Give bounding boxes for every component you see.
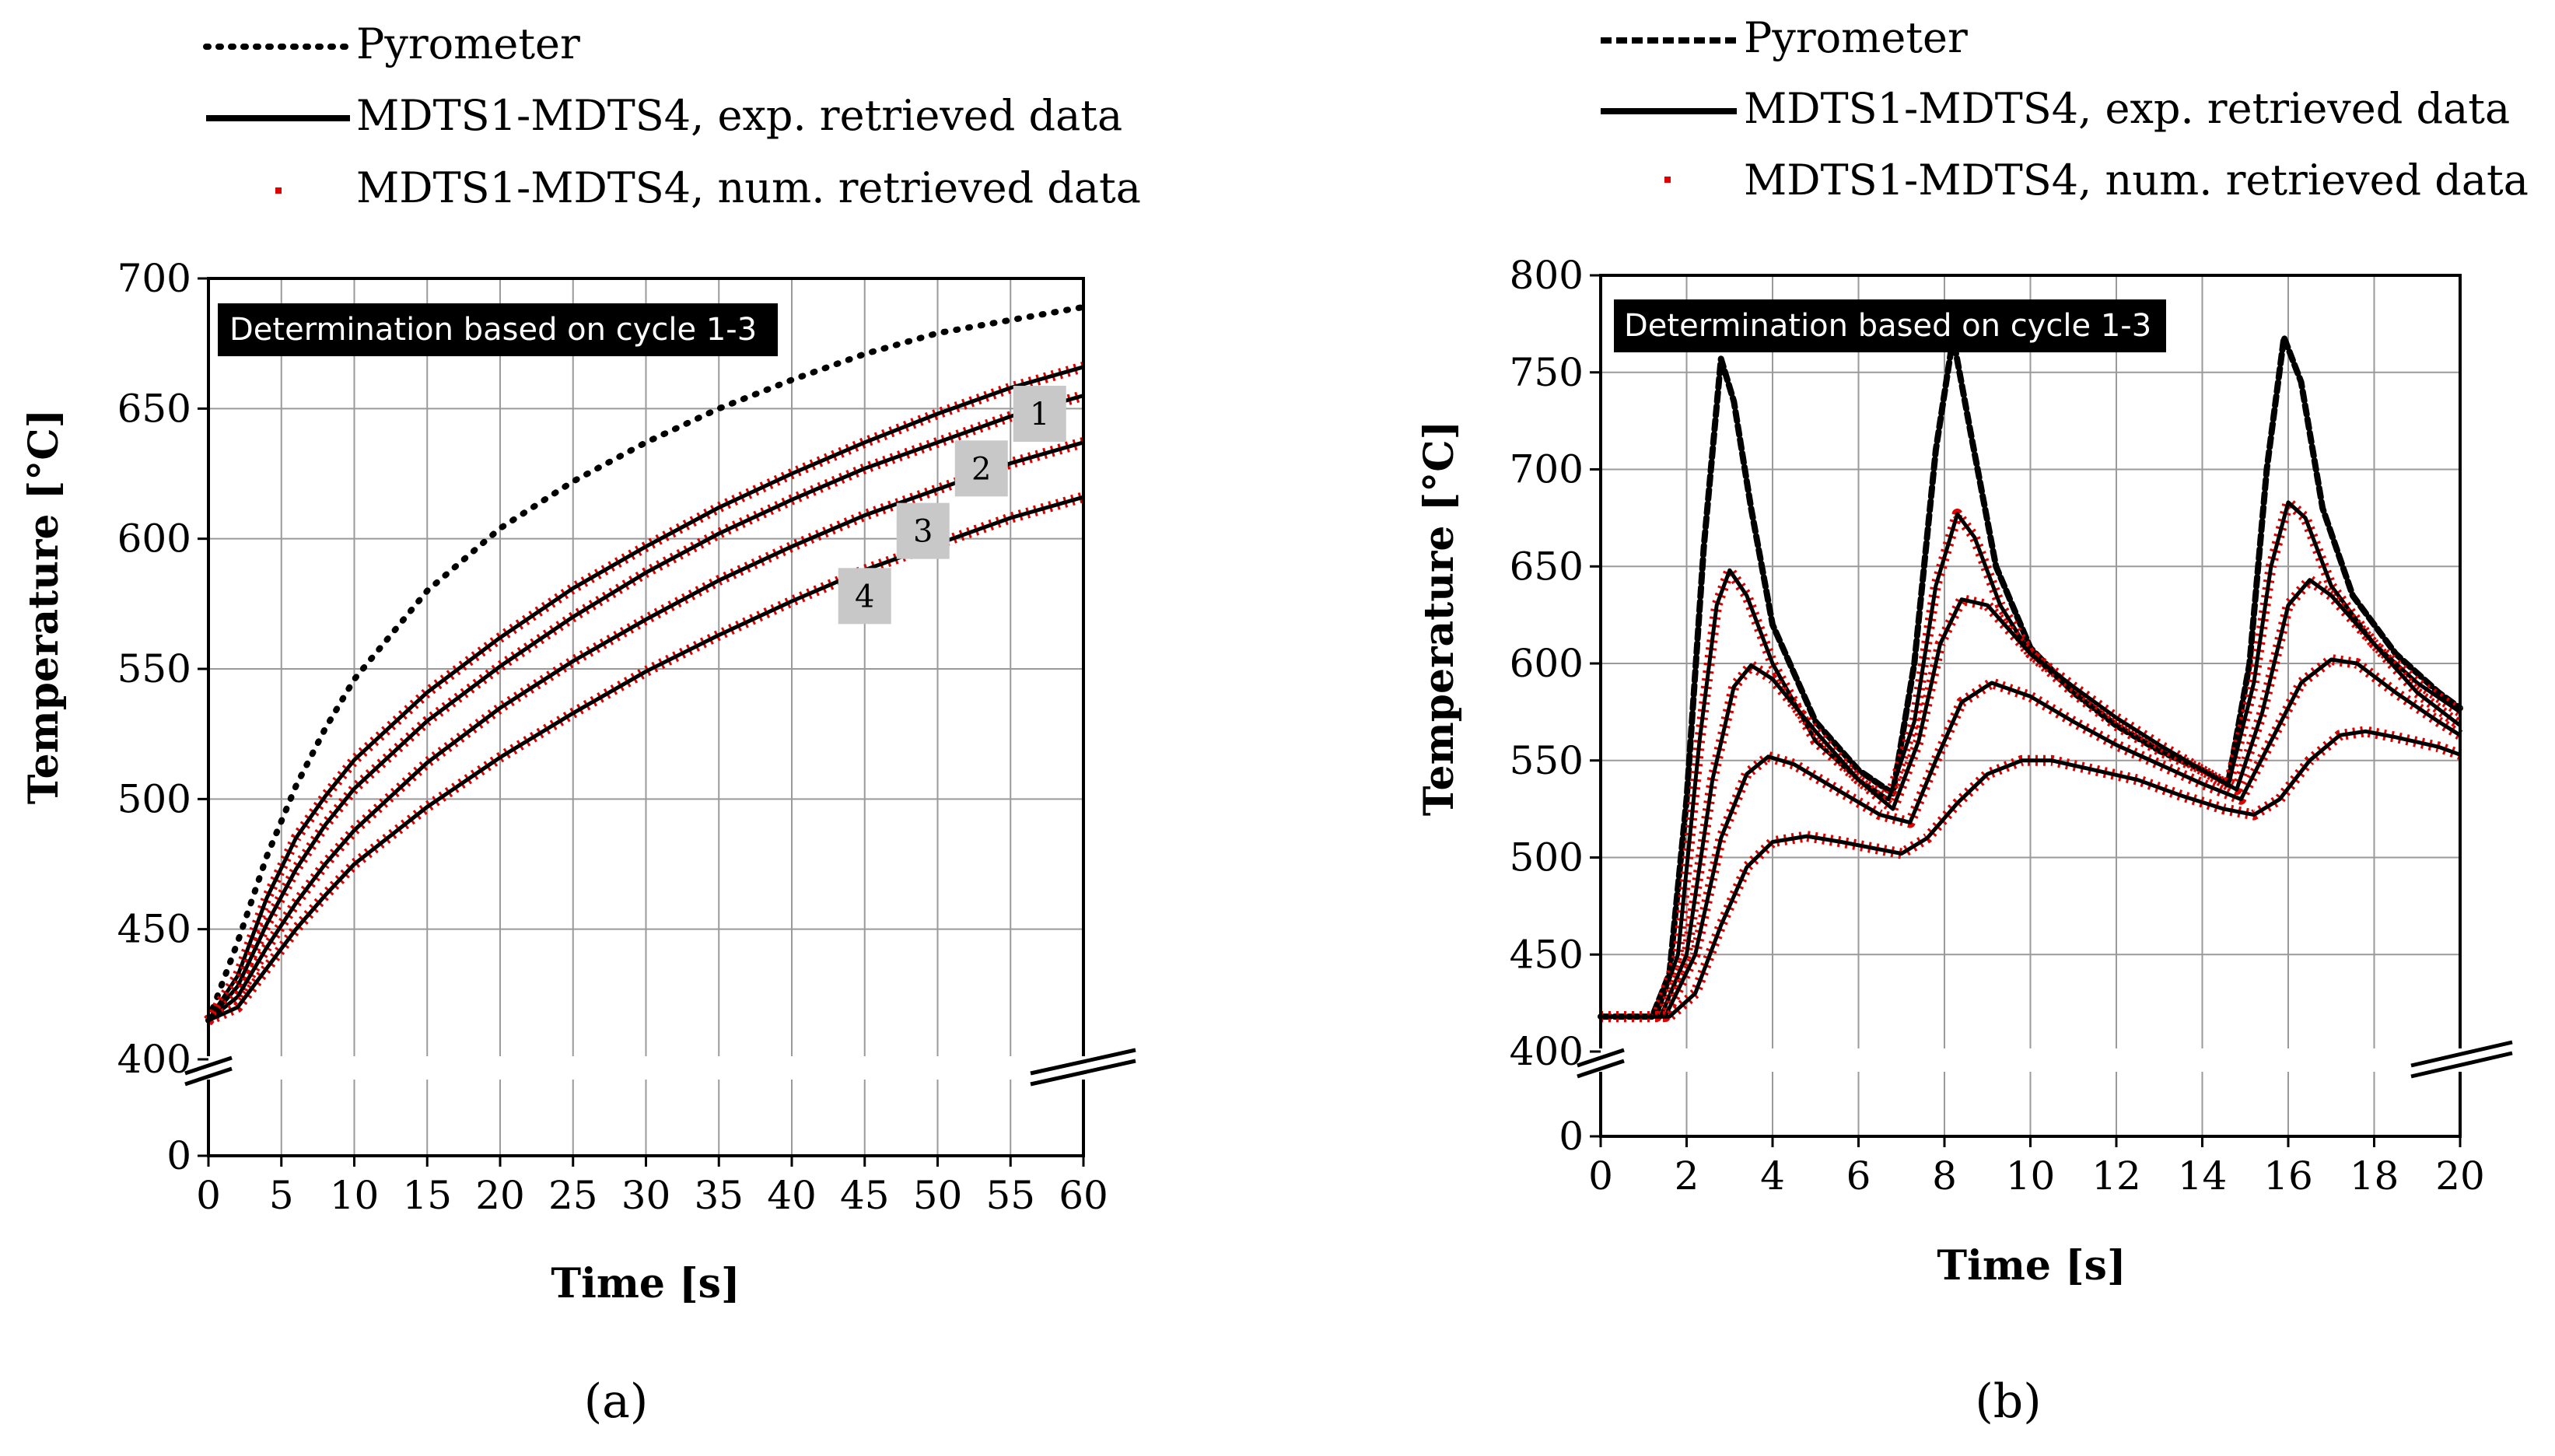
legend-a-num-label: MDTS1-MDTS4, num. retrieved data — [356, 163, 1141, 212]
series-exp-mdts3 — [207, 440, 1084, 1022]
series-group-b — [1598, 334, 2464, 1023]
annotation-text-a: Determination based on cycle 1-3 — [229, 312, 757, 348]
y-tick-label: 500 — [1510, 835, 1584, 880]
curve-label-2: 2 — [971, 451, 991, 487]
y-tick-label: 400 — [1510, 1029, 1584, 1074]
plot-b: 0 2 4 6 8 10 12 14 16 18 20 400 450 500 550 600 650 700 75… — [1416, 253, 2513, 1429]
x-tick-label: 45 — [840, 1173, 890, 1218]
x-tick-label: 55 — [985, 1173, 1035, 1218]
legend-b-num-label: MDTS1-MDTS4, num. retrieved data — [1744, 156, 2529, 205]
x-tick-label: 16 — [2263, 1153, 2313, 1199]
axis-break-mask-a — [187, 1056, 1128, 1080]
x-tick-label: 5 — [269, 1173, 294, 1218]
y-tick-label: 550 — [1510, 738, 1584, 783]
y-tick-label: 650 — [1510, 544, 1584, 589]
y-tick-label: 450 — [117, 907, 191, 952]
curve-label-4: 4 — [855, 579, 874, 614]
y-tick-label-zero: 0 — [166, 1133, 191, 1178]
y-tick-label: 500 — [117, 776, 191, 821]
x-tick-label: 4 — [1760, 1153, 1785, 1199]
annotation-box-b — [1614, 299, 2166, 352]
curve-label-box — [896, 502, 950, 559]
legend-b-num-swatch — [1664, 177, 1671, 183]
axis-break-a — [184, 1048, 1136, 1087]
y-tick-label: 600 — [117, 516, 191, 562]
x-tick-label: 40 — [767, 1173, 817, 1218]
y-tick-label-zero: 0 — [1559, 1114, 1584, 1159]
x-tick-label: 18 — [2350, 1153, 2399, 1199]
series-exp-mdts2 — [1601, 578, 2462, 1019]
curve-label-3: 3 — [913, 514, 933, 550]
ticks-b: 0 2 4 6 8 10 12 14 16 18 20 400 450 500 550 600 650 700 75… — [1510, 253, 2485, 1199]
y-tick-label: 600 — [1510, 641, 1584, 686]
series-pyrometer — [1598, 334, 2463, 1020]
x-tick-label: 2 — [1675, 1153, 1699, 1199]
x-tick-label: 10 — [2006, 1153, 2056, 1199]
panel-label-b: (b) — [1975, 1374, 2041, 1429]
x-tick-label: 0 — [196, 1173, 221, 1218]
x-tick-label: 8 — [1932, 1153, 1957, 1199]
y-axis-title-a: Temperature [°C] — [20, 409, 68, 804]
curve-label-box — [1013, 386, 1066, 443]
x-tick-label: 6 — [1846, 1153, 1871, 1199]
legend-a-exp-label: MDTS1-MDTS4, exp. retrieved data — [356, 91, 1122, 140]
x-tick-label: 0 — [1588, 1153, 1613, 1199]
plot-a: 0 5 10 15 20 25 30 35 40 45 50 55 604004505005506006… — [20, 256, 1136, 1429]
curve-label-box — [954, 440, 1008, 497]
series-exp-mdts2 — [207, 394, 1084, 1022]
panel-label-a: (a) — [584, 1374, 649, 1429]
series-exp-mdts4 — [1601, 729, 2461, 1019]
axis-break-mask-b — [1579, 1048, 2504, 1072]
annotation-text-b: Determination based on cycle 1-3 — [1624, 308, 2151, 344]
curve-label-1: 1 — [1030, 397, 1049, 432]
axis-break-b — [1577, 1040, 2513, 1079]
series-exp-mdts1 — [206, 365, 1084, 1022]
x-tick-label: 20 — [2435, 1153, 2485, 1199]
legend-a: Pyrometer MDTS1-MDTS4, exp. retrieved da… — [203, 19, 1141, 212]
x-tick-label: 15 — [402, 1173, 452, 1218]
y-tick-label: 650 — [117, 386, 191, 431]
x-tick-label: 12 — [2091, 1153, 2141, 1199]
x-axis-title-a: Time [s] — [551, 1260, 740, 1307]
legend-b: Pyrometer MDTS1-MDTS4, exp. retrieved da… — [1601, 13, 2529, 205]
y-tick-label: 800 — [1510, 253, 1584, 298]
x-tick-label: 35 — [694, 1173, 744, 1218]
y-tick-label: 450 — [1510, 932, 1584, 977]
x-tick-label: 60 — [1059, 1173, 1108, 1218]
x-axis-title-b: Time [s] — [1937, 1242, 2126, 1290]
series-pyrometer — [205, 303, 1087, 1024]
annotation-box-a — [218, 303, 778, 356]
legend-b-pyrometer-label: Pyrometer — [1744, 13, 1968, 62]
x-tick-label: 50 — [913, 1173, 963, 1218]
series-exp-mdts1 — [1601, 500, 2462, 1019]
curve-label-box — [838, 568, 891, 625]
y-tick-label: 700 — [117, 256, 191, 301]
ticks-a: 0 5 10 15 20 25 30 35 40 45 50 55 604004505005506006… — [117, 256, 1108, 1218]
y-tick-label: 700 — [1510, 447, 1584, 492]
x-tick-label: 10 — [330, 1173, 380, 1218]
legend-b-exp-label: MDTS1-MDTS4, exp. retrieved data — [1744, 84, 2510, 133]
y-axis-title-b: Temperature [°C] — [1416, 421, 1463, 816]
y-tick-label: 550 — [117, 646, 191, 691]
curve-labels-a: 1 2 3 4 — [838, 386, 1066, 625]
legend-a-num-swatch — [275, 187, 282, 194]
y-tick-label: 750 — [1510, 350, 1584, 395]
legend-a-pyrometer-label: Pyrometer — [356, 19, 580, 68]
x-tick-label: 20 — [475, 1173, 525, 1218]
y-tick-label: 400 — [117, 1037, 191, 1082]
x-tick-label: 30 — [621, 1173, 671, 1218]
x-tick-label: 25 — [548, 1173, 598, 1218]
series-exp-mdts3 — [1601, 657, 2462, 1019]
x-tick-label: 14 — [2178, 1153, 2228, 1199]
